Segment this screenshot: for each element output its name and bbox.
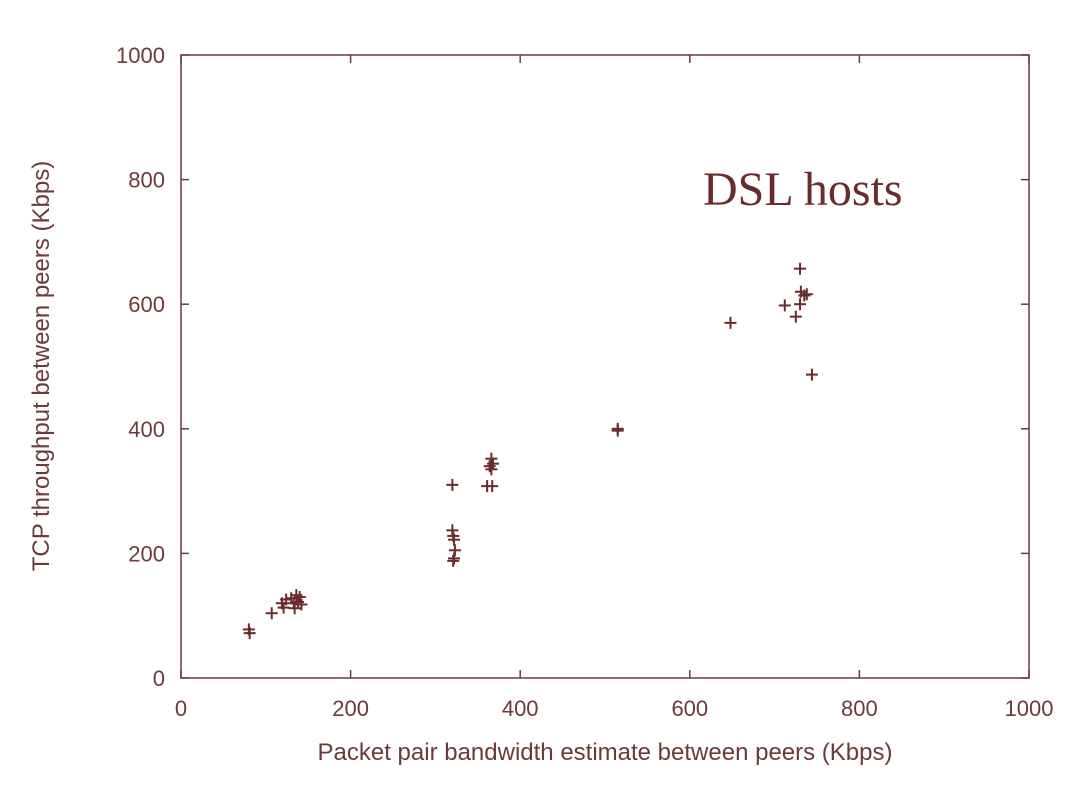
data-point bbox=[288, 602, 301, 615]
y-axis-label: TCP throughput between peers (Kbps) bbox=[28, 161, 55, 571]
x-tick-label: 200 bbox=[332, 696, 369, 721]
x-axis-ticks: 0 200 400 600 800 1000 bbox=[175, 55, 1054, 721]
data-point bbox=[800, 288, 813, 301]
x-tick-label: 600 bbox=[671, 696, 708, 721]
x-tick-label: 1000 bbox=[1005, 696, 1054, 721]
y-axis-ticks: 0 200 400 600 800 1000 bbox=[116, 43, 1029, 691]
data-point bbox=[724, 316, 737, 329]
data-point bbox=[446, 478, 459, 491]
x-tick-label: 0 bbox=[175, 696, 187, 721]
data-point bbox=[794, 298, 807, 311]
data-point bbox=[295, 598, 308, 611]
chart-annotation: DSL hosts bbox=[703, 163, 903, 216]
x-axis-label: Packet pair bandwidth estimate between p… bbox=[318, 739, 893, 766]
data-point bbox=[805, 368, 818, 381]
y-tick-label: 400 bbox=[128, 417, 165, 442]
data-point bbox=[798, 289, 811, 302]
data-point bbox=[265, 607, 278, 620]
y-tick-label: 800 bbox=[128, 168, 165, 193]
data-point bbox=[280, 593, 293, 606]
data-point bbox=[243, 627, 256, 640]
data-point bbox=[293, 591, 306, 604]
data-point bbox=[794, 262, 807, 275]
data-point bbox=[447, 554, 460, 567]
data-point bbox=[789, 310, 802, 323]
x-tick-label: 400 bbox=[502, 696, 539, 721]
data-point bbox=[485, 463, 498, 476]
data-points bbox=[242, 262, 818, 640]
data-point bbox=[277, 601, 290, 614]
data-point bbox=[778, 299, 791, 312]
y-tick-label: 200 bbox=[128, 541, 165, 566]
data-point bbox=[486, 480, 499, 493]
y-tick-label: 600 bbox=[128, 292, 165, 317]
data-point bbox=[487, 457, 500, 470]
data-point bbox=[448, 533, 461, 546]
y-tick-label: 0 bbox=[153, 666, 165, 691]
plot-frame bbox=[180, 54, 1030, 679]
x-tick-label: 800 bbox=[841, 696, 878, 721]
data-point bbox=[611, 424, 624, 437]
y-tick-label: 1000 bbox=[116, 43, 165, 68]
